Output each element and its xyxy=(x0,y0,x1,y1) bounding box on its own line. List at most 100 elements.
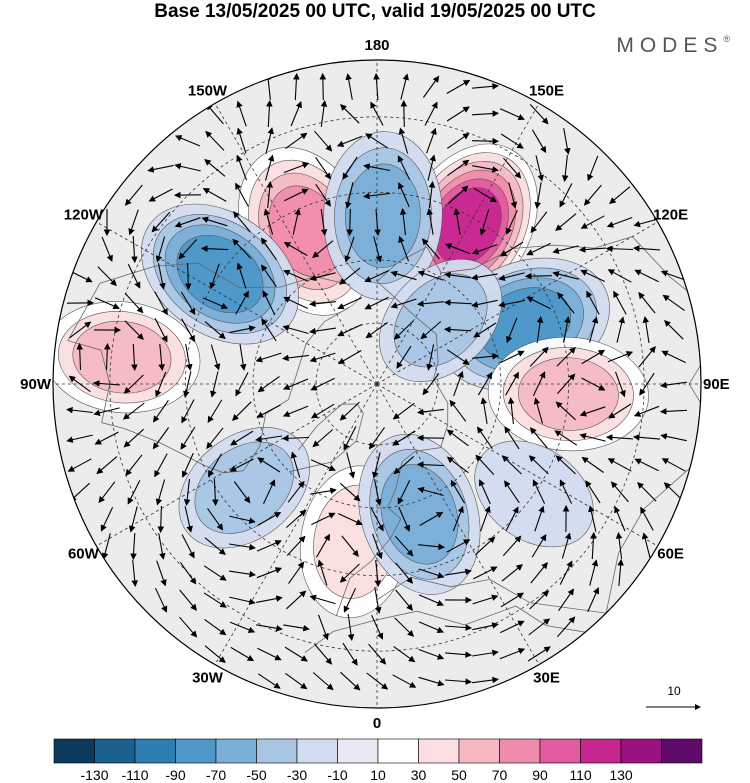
wind-vector xyxy=(368,643,387,665)
wind-vector xyxy=(311,512,336,526)
wind-vector xyxy=(638,292,656,314)
colorbar-swatch xyxy=(215,738,257,764)
wind-vector xyxy=(363,163,390,171)
wind-vector xyxy=(76,342,84,371)
land-outlines xyxy=(67,236,701,653)
wind-vector xyxy=(345,73,353,100)
wind-vector xyxy=(473,187,498,203)
wind-vector xyxy=(364,270,390,283)
wind-vector xyxy=(372,452,381,479)
wind-vector xyxy=(471,110,500,117)
wind-vector xyxy=(471,244,498,255)
wind-vector xyxy=(67,458,92,472)
wind-vector xyxy=(204,158,226,177)
wind-vector xyxy=(94,431,119,445)
wind-vector xyxy=(236,154,248,181)
wind-vector xyxy=(180,426,196,450)
wind-vector xyxy=(500,350,525,364)
longitude-label: 150W xyxy=(188,82,228,99)
wind-vector xyxy=(529,427,548,449)
wind-vector xyxy=(309,327,336,335)
wind-vector xyxy=(283,624,310,632)
wind-vector xyxy=(443,299,472,306)
colorbar-swatch xyxy=(53,738,95,764)
wind-vector xyxy=(390,270,417,281)
wind-vector xyxy=(229,543,256,551)
colorbar-tick-label: -70 xyxy=(206,767,226,783)
wind-vector xyxy=(263,208,274,235)
wind-vector xyxy=(236,262,247,289)
colorbar-swatch xyxy=(418,738,460,764)
wind-vector xyxy=(312,429,334,448)
wind-vector xyxy=(534,505,545,532)
wind-vector xyxy=(255,352,282,363)
colorbar-tick-label: -130 xyxy=(80,767,108,783)
wind-vector xyxy=(261,318,277,342)
wind-vector xyxy=(444,624,473,631)
wind-vector xyxy=(320,209,328,236)
wind-vector xyxy=(588,505,597,532)
wind-vector xyxy=(580,215,605,229)
longitude-label: 120W xyxy=(64,207,104,224)
wind-vector xyxy=(416,461,445,468)
wind-vector xyxy=(446,429,469,447)
wind-vector xyxy=(617,558,624,587)
wind-vector xyxy=(554,430,578,446)
wind-vector xyxy=(181,399,195,424)
wind-vector xyxy=(444,243,471,255)
colorbar-swatch xyxy=(458,738,500,764)
wind-vector xyxy=(314,643,333,665)
wind-vector xyxy=(417,408,444,416)
reference-vector-label: 10 xyxy=(667,684,681,698)
longitude-label: 30E xyxy=(533,670,560,687)
longitude-label: 180 xyxy=(364,37,389,54)
wind-vector xyxy=(316,533,331,558)
wind-vector xyxy=(93,407,120,416)
wind-vector xyxy=(66,434,93,443)
wind-vector xyxy=(257,457,281,473)
wind-vector xyxy=(309,300,336,308)
wind-vector xyxy=(260,237,277,261)
wind-vector xyxy=(473,566,498,580)
wind-vector xyxy=(339,563,360,583)
colorbar-tick-label: -110 xyxy=(122,767,149,783)
colorbar-tick-label: 90 xyxy=(532,767,548,783)
wind-vector xyxy=(504,426,520,450)
colorbar-tick-label: -30 xyxy=(287,767,307,783)
wind-vector xyxy=(561,155,569,182)
wind-vector xyxy=(131,343,138,372)
wind-vector xyxy=(472,676,499,684)
wind-vector xyxy=(368,427,385,450)
wind-vector xyxy=(184,262,192,291)
wind-vector xyxy=(337,297,363,310)
wind-vector xyxy=(174,217,201,228)
colorbar-swatch xyxy=(296,738,338,764)
wind-vector xyxy=(266,181,274,208)
wind-vector xyxy=(128,506,138,533)
wind-vector xyxy=(530,562,548,584)
wind-vector xyxy=(426,208,434,235)
wind-vector xyxy=(581,377,606,391)
wind-vector xyxy=(641,532,651,559)
wind-vector xyxy=(265,127,274,154)
wind-vector xyxy=(505,371,519,396)
longitude-labels: 180 150E 120E 90E 60E 30E 0 30W 60W 90W 120W 150W xyxy=(20,37,730,732)
wind-vector xyxy=(337,513,363,526)
wind-vector xyxy=(312,240,334,259)
wind-vector xyxy=(418,676,445,687)
wind-vector xyxy=(310,487,337,495)
wind-vector xyxy=(418,648,445,660)
wind-vector xyxy=(632,434,661,441)
wind-vector xyxy=(283,162,310,174)
wind-vector xyxy=(478,479,491,505)
colorbar-swatch xyxy=(256,738,298,764)
wind-vector xyxy=(418,568,445,579)
wind-vector xyxy=(203,592,227,608)
wind-vector xyxy=(583,184,602,206)
wind-vector xyxy=(264,154,275,181)
wind-vector xyxy=(632,245,661,252)
colorbar-swatch xyxy=(175,738,217,764)
wind-vector xyxy=(346,452,356,479)
wind-vector xyxy=(174,163,201,172)
wind-vector xyxy=(558,588,575,612)
